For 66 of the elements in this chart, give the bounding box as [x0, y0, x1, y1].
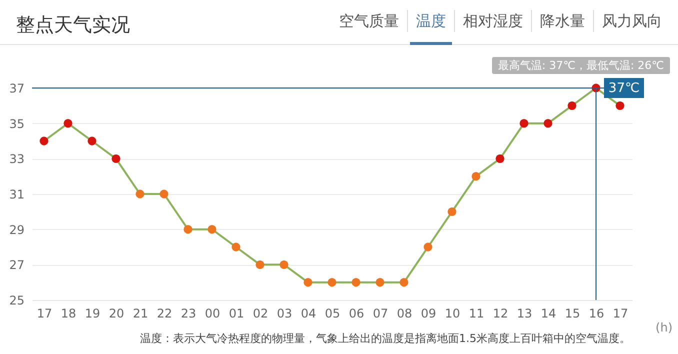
y-tick-label: 27 [9, 258, 24, 272]
x-tick-label: 04 [300, 306, 316, 320]
point [520, 119, 528, 128]
point [400, 278, 408, 287]
annotation: 37℃ [608, 81, 640, 96]
x-tick-label: 19 [84, 306, 100, 320]
y-tick-label: 31 [9, 188, 24, 202]
x-tick-label: 10 [444, 306, 460, 320]
point [40, 136, 48, 146]
x-tick-label: 09 [420, 306, 436, 320]
point [88, 136, 96, 146]
point [304, 278, 312, 287]
x-tick-label: 23 [180, 306, 196, 320]
x-tick-label: 17 [612, 306, 628, 320]
x-tick-label: 20 [108, 306, 124, 320]
point [184, 225, 192, 234]
point [568, 101, 576, 110]
point [112, 154, 120, 163]
x-tick-label: 11 [468, 306, 484, 320]
x-tick-label: 18 [60, 306, 76, 320]
text: 温度 [407, 10, 454, 32]
text: 空气质量 [338, 11, 400, 32]
x-tick-label: 06 [348, 306, 364, 320]
point [472, 172, 480, 181]
text: 最高气温: 37℃，最低气温: 26℃ [492, 57, 670, 74]
point [328, 278, 336, 287]
point [448, 207, 456, 216]
y-tick-label: 37 [9, 82, 24, 96]
y-tick-label: 33 [9, 152, 24, 166]
point [376, 278, 384, 287]
point [160, 190, 168, 198]
point [616, 101, 624, 110]
point [232, 242, 240, 252]
x-tick-label: 13 [516, 306, 532, 320]
x-tick-label: 21 [132, 306, 148, 320]
x-tick-label: 14 [540, 306, 556, 320]
text: 风力风向 [593, 10, 670, 32]
point [544, 119, 552, 128]
x-tick-label: 02 [252, 306, 268, 320]
point [352, 278, 360, 287]
point [136, 190, 144, 198]
x-tick-label: 03 [276, 306, 292, 320]
x-tick-label: 16 [588, 306, 604, 320]
point [64, 119, 72, 128]
y-tick-label: 35 [9, 116, 24, 131]
point [208, 225, 216, 234]
x-tick-label: 22 [156, 306, 172, 320]
x-tick-label: 07 [372, 306, 388, 320]
x-tick-label: 00 [204, 306, 220, 320]
x-tick-label: 05 [324, 306, 340, 320]
x-tick-label: 01 [228, 306, 244, 320]
point [256, 260, 264, 269]
y-tick-label: 29 [9, 222, 24, 237]
y-tick-label: 25 [9, 294, 24, 308]
x-tick-label: 08 [396, 306, 412, 320]
x-tick-label: 17 [36, 306, 52, 320]
text: 温度：表示大气冷热程度的物理量，气象上给出的温度是指离地面1.5米高度上百叶箱中的空气温度。 [140, 331, 630, 346]
x-tick-label: 15 [564, 306, 580, 320]
x-tick-label: 12 [492, 306, 508, 320]
point [280, 260, 288, 269]
chart-title: 整点天气实况 [16, 13, 130, 38]
point [496, 154, 504, 163]
x-axis-title: (h) [656, 320, 672, 334]
text: 降水量 [531, 10, 593, 32]
text: 相对湿度 [454, 10, 531, 32]
point [424, 242, 432, 252]
